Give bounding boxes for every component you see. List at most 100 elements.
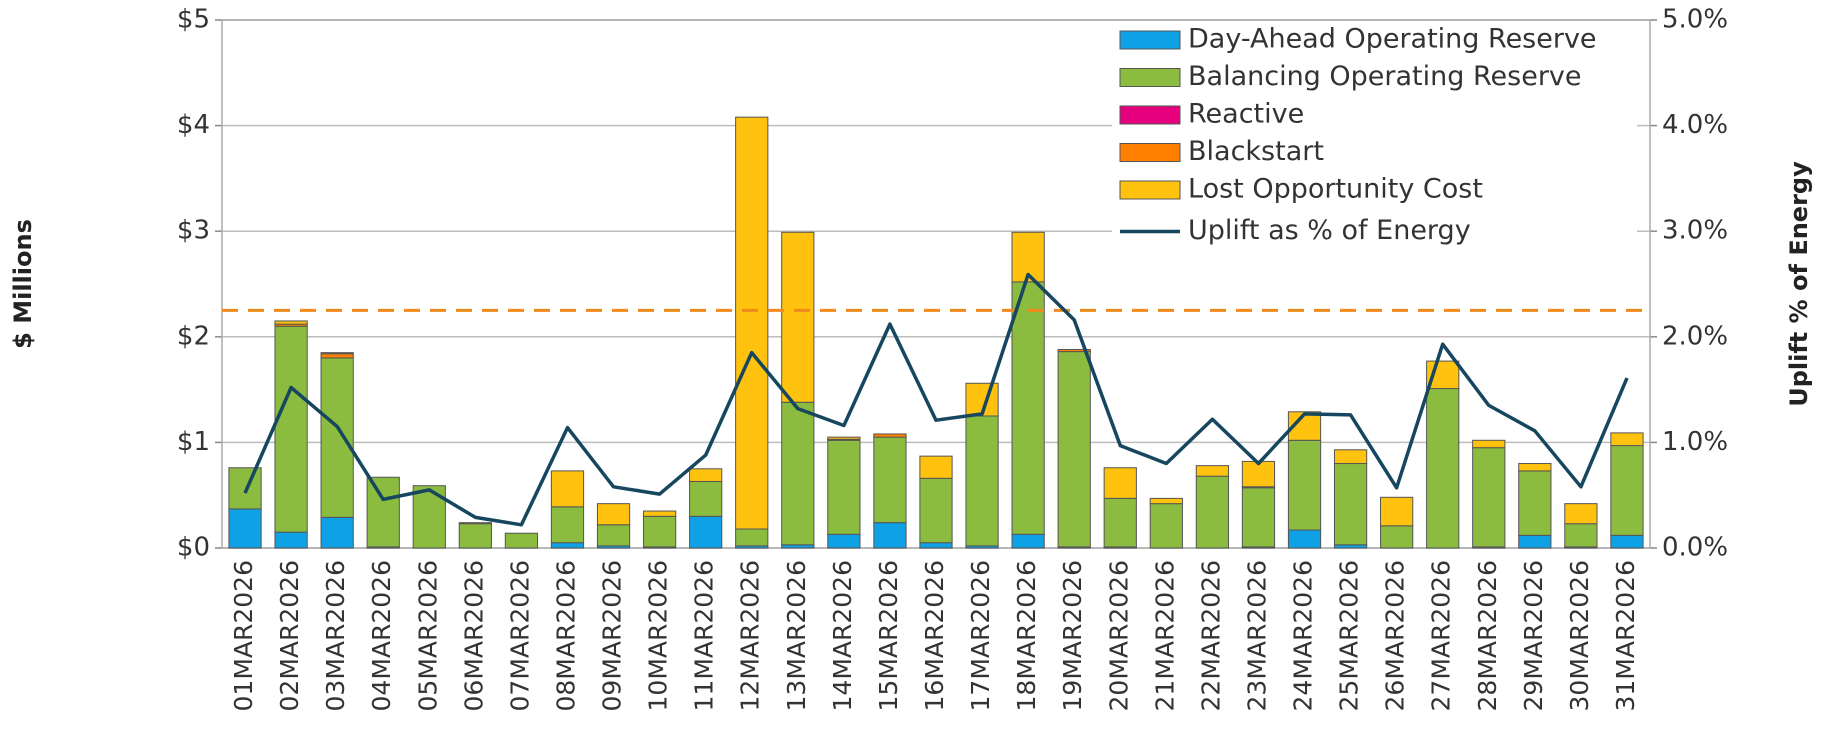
bar-segment: [781, 401, 815, 546]
bar-segment: [873, 522, 907, 549]
x-tick-label: 13MAR2026: [782, 560, 811, 711]
bar-segment: [458, 523, 492, 549]
y2-tick-label: 4.0%: [1662, 110, 1728, 140]
bar-segment: [274, 531, 308, 549]
legend-box: [1112, 22, 1637, 250]
y-tick-label: $5: [177, 5, 210, 35]
legend-swatch: [1119, 30, 1181, 50]
bar-segment: [1195, 475, 1230, 549]
bar-segment: [1518, 534, 1552, 549]
x-tick-label: 17MAR2026: [966, 560, 995, 711]
legend-swatch: [1119, 143, 1181, 162]
legend-label: Day-Ahead Operating Reserve: [1188, 24, 1597, 55]
y-tick-label: $2: [177, 321, 210, 351]
bar-segment: [274, 325, 308, 533]
bar-segment: [689, 480, 723, 517]
bar-segment: [1149, 503, 1183, 549]
x-tick-label: 08MAR2026: [551, 560, 580, 711]
x-tick-label: 24MAR2026: [1289, 560, 1318, 711]
x-tick-label: 01MAR2026: [229, 560, 258, 711]
x-tick-label: 05MAR2026: [413, 560, 442, 711]
x-tick-label: 15MAR2026: [874, 560, 903, 711]
bar-segment: [827, 436, 861, 440]
x-tick-label: 20MAR2026: [1104, 560, 1133, 711]
bar-segment: [458, 522, 492, 525]
x-tick-label: 02MAR2026: [275, 560, 304, 711]
bar-segment: [1057, 351, 1091, 548]
bar-segment: [550, 470, 585, 508]
bar-segment: [320, 353, 354, 359]
bar-segment: [689, 468, 723, 482]
bar-segment: [1564, 503, 1598, 525]
bar-segment: [1610, 445, 1644, 536]
bar-segment: [320, 352, 354, 355]
bar-segment: [274, 320, 308, 325]
bar-segment: [320, 357, 354, 518]
bar-segment: [228, 508, 262, 549]
bar-segment: [1518, 470, 1552, 536]
x-tick-label: 16MAR2026: [920, 560, 949, 711]
bar-segment: [1149, 497, 1183, 505]
x-tick-label: 31MAR2026: [1611, 560, 1640, 711]
y2-tick-label: 2.0%: [1662, 321, 1728, 351]
x-tick-label: 30MAR2026: [1565, 560, 1594, 711]
bar-segment: [1287, 439, 1322, 531]
x-tick-label: 21MAR2026: [1150, 560, 1179, 711]
bar-segment: [827, 439, 861, 535]
bar-segment: [1103, 467, 1137, 499]
bar-segment: [1011, 281, 1045, 535]
legend-label: Reactive: [1188, 99, 1304, 130]
bar-segment: [320, 516, 354, 549]
x-tick-label: 06MAR2026: [459, 560, 488, 711]
bar-segment: [1195, 465, 1230, 477]
bar-segment: [1241, 487, 1276, 548]
y2-tick-label: 1.0%: [1662, 427, 1728, 457]
bar-segment: [919, 455, 953, 479]
bar-segment: [1610, 534, 1644, 549]
bar-segment: [873, 436, 907, 524]
x-tick-label: 10MAR2026: [644, 560, 673, 711]
y-axis-label: $ Millions: [9, 219, 37, 349]
x-tick-label: 07MAR2026: [505, 560, 534, 711]
bar-segment: [1057, 348, 1091, 353]
x-tick-label: 25MAR2026: [1335, 560, 1364, 711]
legend-swatch: [1119, 180, 1181, 200]
bar-segment: [228, 467, 262, 510]
bar-segment: [1380, 496, 1414, 527]
x-tick-label: 29MAR2026: [1519, 560, 1548, 711]
bar-segment: [1103, 497, 1137, 548]
bar-segment: [1610, 432, 1644, 447]
x-tick-label: 04MAR2026: [367, 560, 396, 711]
bar-segment: [965, 415, 999, 547]
bar-segment: [1333, 449, 1368, 465]
x-tick-label: 14MAR2026: [828, 560, 857, 711]
x-tick-label: 26MAR2026: [1381, 560, 1410, 711]
bar-segment: [1011, 533, 1045, 549]
bar-segment: [1426, 388, 1460, 549]
bar-segment: [1518, 463, 1552, 472]
legend-swatch: [1119, 68, 1181, 87]
line-series: [243, 272, 1629, 527]
x-tick-label: 18MAR2026: [1012, 560, 1041, 711]
bar-segment: [642, 515, 677, 548]
x-tick-label: 28MAR2026: [1473, 560, 1502, 711]
bar-segment: [919, 477, 953, 544]
x-tick-label: 22MAR2026: [1196, 560, 1225, 711]
bar-segment: [735, 116, 769, 530]
legend-label: Uplift as % of Energy: [1188, 215, 1471, 246]
y2-tick-label: 0.0%: [1662, 533, 1728, 563]
y-tick-label: $0: [177, 533, 210, 563]
bar-segment: [366, 476, 400, 548]
bar-segment: [1287, 529, 1322, 549]
y-tick-label: $3: [177, 216, 210, 246]
bar-segment: [596, 503, 631, 526]
bar-segment: [735, 528, 769, 547]
bar-segment: [550, 542, 585, 549]
y-tick-label: $4: [177, 110, 210, 140]
bar-segment: [1564, 523, 1598, 548]
y2-tick-label: 5.0%: [1662, 5, 1728, 35]
bar-segment: [1380, 525, 1414, 549]
x-tick-label: 19MAR2026: [1058, 560, 1087, 711]
y2-tick-label: 3.0%: [1662, 216, 1728, 246]
